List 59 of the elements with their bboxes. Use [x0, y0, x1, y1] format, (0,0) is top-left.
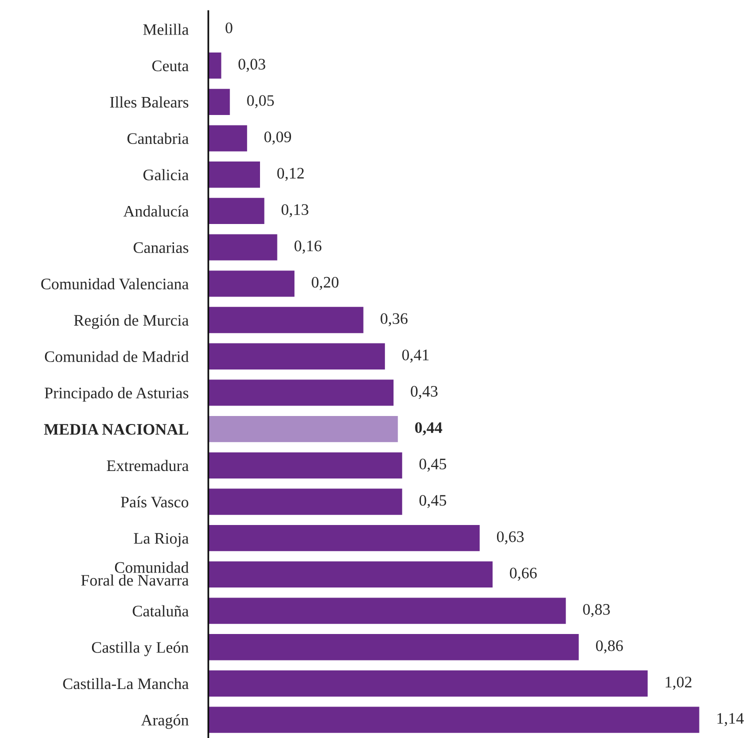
- y-tick-label: Castilla y León: [92, 642, 189, 656]
- bar: [208, 416, 398, 442]
- data-label: 0,09: [264, 132, 292, 145]
- y-tick-label: Principado de Asturias: [44, 387, 188, 402]
- data-label: 0,13: [282, 204, 308, 218]
- y-tick-label: Comunidad Valenciana: [41, 278, 189, 290]
- data-label: 0,12: [277, 168, 304, 181]
- data-label: 0,20: [312, 276, 338, 290]
- bar: [208, 380, 394, 406]
- y-tick-label: Extremadura: [106, 460, 189, 472]
- y-tick-label: Región de Murcia: [74, 314, 189, 330]
- data-label: 0,45: [419, 458, 446, 472]
- data-label: 0,43: [410, 386, 438, 400]
- bar: [208, 306, 364, 334]
- data-label: 0,63: [496, 531, 524, 544]
- bar: [208, 525, 480, 552]
- bar: [208, 706, 700, 733]
- data-label: 0,03: [238, 58, 266, 72]
- y-tick-label: Aragón: [141, 714, 189, 729]
- y-tick-label: Cantabria: [127, 132, 189, 144]
- data-label: 0,45: [419, 494, 446, 508]
- y-tick-label: Castilla-La Mancha: [63, 678, 189, 690]
- bar: [208, 343, 385, 370]
- y-tick-label: Ceuta: [152, 60, 189, 72]
- bar: [208, 270, 294, 297]
- data-label: 1,14: [717, 713, 744, 726]
- bar: [208, 234, 278, 260]
- y-tick-label: Galicia: [143, 169, 189, 180]
- data-label: 0,44: [415, 422, 442, 436]
- bar: [208, 598, 566, 624]
- bar: [208, 670, 648, 697]
- data-label: 0,05: [247, 95, 274, 108]
- data-label: 0: [226, 22, 232, 34]
- bar: [208, 634, 579, 660]
- y-tick-label: Canarias: [134, 242, 188, 254]
- y-tick-label: Comunidad Foral de Navarra: [81, 562, 189, 586]
- data-label: 0,83: [583, 604, 610, 618]
- bar: [208, 52, 222, 79]
- bar: [208, 452, 402, 478]
- bar: [208, 198, 264, 224]
- bar: [208, 561, 493, 588]
- data-label: 0,41: [402, 350, 429, 363]
- data-label: 0,36: [380, 313, 408, 326]
- data-label: 0,86: [596, 640, 623, 654]
- bar: [208, 125, 248, 152]
- y-tick-label: MEDIA NACIONAL: [44, 424, 188, 435]
- y-tick-label: La Rioja: [134, 533, 189, 548]
- bar: [208, 488, 402, 515]
- y-tick-label: Andalucía: [123, 205, 189, 217]
- bar: [208, 88, 230, 116]
- data-label: 0,16: [294, 240, 322, 254]
- data-label: 1,02: [666, 676, 692, 690]
- y-tick-label: Melilla: [143, 24, 189, 35]
- data-label: 0,66: [510, 568, 537, 581]
- y-tick-label: Comunidad de Madrid: [44, 350, 189, 362]
- y-tick-label: Cataluña: [132, 605, 189, 616]
- bar: [208, 162, 260, 188]
- y-tick-label: País Vasco: [120, 496, 188, 508]
- y-tick-label: Illes Balears: [110, 96, 188, 108]
